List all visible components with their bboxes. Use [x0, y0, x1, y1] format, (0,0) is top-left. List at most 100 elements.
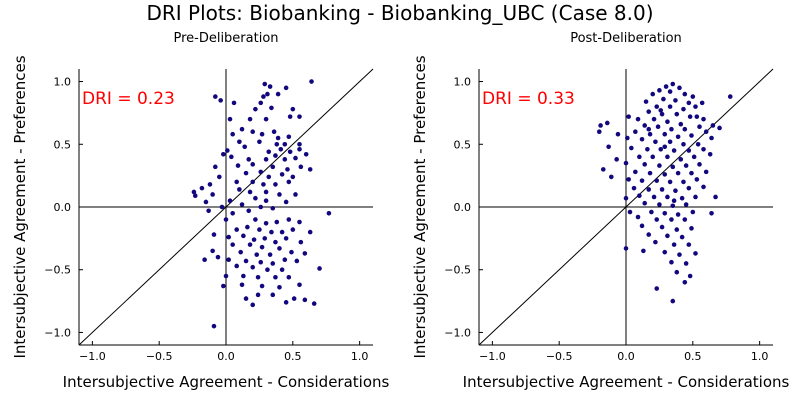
data-point — [686, 148, 692, 153]
data-point — [227, 198, 233, 204]
data-point — [239, 202, 245, 207]
data-point — [258, 100, 264, 106]
data-point — [675, 212, 681, 217]
data-point — [699, 100, 705, 106]
data-point — [266, 174, 272, 180]
data-point — [210, 248, 215, 254]
data-point — [639, 223, 645, 229]
x-axis-label: Intersubjective Agreement - Consideratio… — [463, 373, 790, 391]
data-point — [207, 182, 213, 187]
data-point — [274, 219, 280, 225]
data-point — [649, 209, 654, 215]
data-point — [659, 224, 665, 230]
data-point — [639, 178, 645, 183]
data-point — [659, 111, 665, 117]
data-point — [239, 126, 245, 132]
data-point — [219, 204, 225, 210]
data-point — [671, 198, 677, 204]
data-point — [713, 194, 718, 200]
data-point — [221, 283, 226, 289]
data-point — [665, 154, 670, 160]
data-point — [259, 131, 265, 137]
data-point — [689, 226, 694, 231]
data-point — [265, 267, 270, 273]
x-tick-label: 0.5 — [684, 350, 702, 363]
data-point — [297, 282, 302, 288]
data-point — [598, 123, 603, 128]
data-point — [251, 237, 257, 242]
data-point — [291, 296, 297, 301]
data-point — [689, 170, 694, 176]
data-point — [663, 84, 669, 89]
data-point — [635, 214, 641, 220]
data-point — [689, 133, 694, 138]
data-point — [263, 116, 269, 122]
data-point — [270, 261, 276, 266]
data-point — [695, 141, 701, 147]
data-point — [661, 96, 666, 102]
data-point — [273, 153, 278, 158]
data-point — [600, 167, 606, 172]
data-point — [253, 195, 258, 201]
data-point — [234, 263, 239, 269]
data-point — [242, 144, 248, 150]
data-point — [231, 100, 237, 106]
data-point — [669, 126, 674, 132]
data-point — [717, 125, 722, 131]
data-point — [655, 124, 661, 130]
data-point — [255, 292, 261, 298]
data-point — [631, 185, 637, 191]
data-point — [701, 116, 706, 122]
data-point — [290, 106, 296, 112]
y-axis-label: Intersubjective Agreement - Preferences — [411, 55, 429, 358]
data-point — [639, 136, 645, 142]
data-point — [650, 154, 656, 160]
data-point — [275, 135, 281, 141]
x-tick-label: 0.0 — [617, 350, 635, 363]
data-point — [293, 155, 298, 161]
data-point — [646, 126, 652, 132]
data-point — [665, 194, 670, 200]
data-point — [237, 139, 242, 145]
pre-deliberation-panel: Pre-Deliberation Intersubjective Agreeme… — [11, 31, 390, 391]
data-point — [642, 123, 648, 128]
x-tick-label: 0.0 — [217, 350, 235, 363]
data-point — [286, 274, 292, 280]
data-point — [662, 210, 668, 216]
dri-annotation: DRI = 0.23 — [82, 89, 175, 109]
data-point — [234, 179, 239, 185]
data-point — [290, 174, 296, 180]
data-point — [277, 192, 282, 197]
data-point — [217, 174, 222, 180]
data-point — [269, 105, 274, 111]
data-point — [633, 129, 638, 135]
data-point — [682, 91, 688, 97]
data-point — [275, 91, 281, 97]
data-point — [230, 242, 235, 247]
data-point — [677, 252, 682, 257]
plot-area: −1.0 −0.5 0.0 0.5 1.0 −1.0 −0.5 0.0 0.5 1.0 DRI = … — [444, 68, 774, 363]
data-point — [262, 236, 268, 241]
y-tick-label: 0.0 — [454, 201, 472, 214]
data-point — [635, 116, 641, 122]
data-point — [309, 79, 314, 84]
data-point — [596, 129, 602, 135]
data-point — [270, 292, 276, 298]
data-point — [667, 89, 673, 94]
data-point — [243, 170, 249, 176]
data-point — [225, 148, 230, 153]
data-point — [246, 157, 252, 162]
data-point — [262, 81, 268, 87]
data-point — [682, 217, 688, 222]
data-point — [679, 195, 685, 201]
data-point — [659, 187, 665, 192]
data-point — [285, 167, 290, 172]
x-tick-label: −1.0 — [479, 350, 506, 363]
data-point — [297, 219, 302, 225]
data-point — [250, 162, 256, 167]
data-point — [241, 273, 246, 279]
data-point — [609, 174, 614, 180]
data-point — [302, 297, 308, 303]
y-tick-label: 1.0 — [454, 76, 472, 89]
data-point — [287, 114, 293, 119]
